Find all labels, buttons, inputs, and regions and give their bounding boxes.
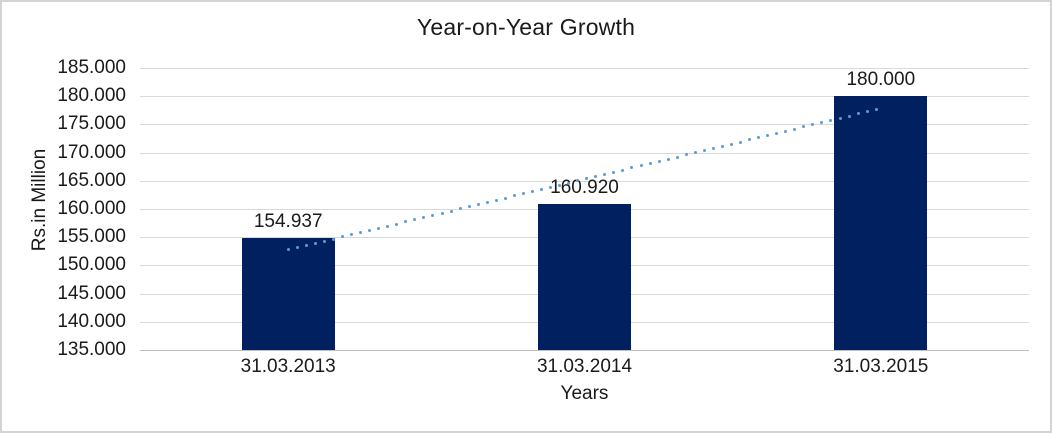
bar — [834, 96, 928, 350]
trendline-dot — [440, 211, 444, 215]
trendline-dot — [739, 140, 742, 144]
trendline-dot — [865, 110, 869, 114]
bar — [241, 237, 335, 350]
trendline-dot — [784, 129, 788, 133]
gridline — [140, 68, 1029, 69]
trendline-dot — [702, 149, 706, 153]
trendline-dot — [630, 166, 634, 170]
trendline-dot — [485, 200, 489, 204]
trendline-dot — [558, 183, 562, 187]
trendline-dot — [386, 224, 390, 228]
trendline-dot — [711, 147, 715, 150]
gridline — [140, 96, 1029, 98]
gridline — [140, 180, 1029, 182]
y-tick-label: 135.000 — [57, 339, 126, 360]
y-tick-label: 175.000 — [57, 113, 126, 135]
trendline-dot — [757, 136, 761, 140]
gridline — [140, 124, 1029, 126]
y-tick-label: 155.000 — [57, 226, 126, 248]
trendline-dot — [503, 196, 507, 200]
trendline-dot — [449, 209, 453, 213]
trendline-dot — [494, 198, 498, 202]
y-tick-label: 150.000 — [57, 254, 126, 276]
x-axis-line — [140, 350, 1029, 351]
trendline-dot — [368, 228, 372, 232]
trendline-dot — [729, 142, 733, 146]
trendline-dot — [657, 159, 661, 163]
trendline-dot — [847, 114, 851, 118]
trendline-dot — [666, 157, 670, 161]
trendline-dot — [431, 213, 435, 217]
trendline-dot — [549, 185, 552, 189]
gridline — [140, 152, 1029, 154]
trendline-dot — [775, 131, 779, 135]
trendline-dot — [359, 231, 362, 235]
x-axis-title: Years — [560, 383, 609, 404]
trendline-dot — [766, 134, 770, 137]
y-tick-label: 180.000 — [57, 85, 126, 107]
trendline-dot — [856, 112, 860, 116]
y-tick-label: 160.000 — [57, 198, 126, 219]
trendline-dot — [576, 179, 580, 183]
trendline-dot — [404, 220, 408, 224]
trendline-dot — [512, 194, 516, 198]
x-tick-label: 31.03.2013 — [240, 356, 336, 377]
trendline-dot — [567, 181, 571, 185]
trendline-dot — [322, 239, 326, 243]
trendline-dot — [313, 241, 317, 245]
trendline-dot — [639, 164, 643, 168]
y-tick-label: 140.000 — [57, 310, 126, 332]
chart-title: Year-on-Year Growth — [416, 14, 636, 40]
trendline-dot — [594, 175, 598, 178]
trendline-dot — [829, 118, 833, 122]
trendline-dot — [530, 190, 534, 194]
trendline-dot — [286, 248, 290, 252]
trendline-dot — [603, 172, 607, 176]
bar — [538, 203, 631, 350]
trendline-dot — [521, 192, 525, 196]
trendline-dot — [675, 155, 679, 159]
trendline-dot — [612, 170, 616, 174]
trendline-dot — [304, 244, 308, 248]
trendline-dot — [720, 144, 724, 148]
x-tick-label: 31.03.2014 — [536, 356, 633, 377]
bar-value-label: 154.937 — [253, 210, 323, 232]
trendline-dot — [802, 125, 806, 129]
trendline-dot — [693, 151, 697, 155]
trendline-dot — [621, 168, 625, 172]
trendline-dot — [295, 246, 299, 250]
trendline-dot — [540, 188, 543, 191]
trendline-dot — [793, 127, 797, 131]
trendline-dot — [350, 233, 353, 237]
trendline-dot — [467, 205, 471, 209]
trendline-dot — [458, 207, 462, 211]
trendline-dot — [820, 121, 824, 125]
trendline-dot — [684, 153, 688, 157]
trendline-dot — [422, 216, 426, 219]
trendline-dot — [811, 123, 815, 127]
trendline-dot — [585, 177, 589, 181]
y-tick-label: 145.000 — [57, 282, 126, 304]
trendline-dot — [395, 222, 399, 226]
trendline-dot — [377, 226, 381, 230]
trendline-dot — [874, 108, 878, 112]
trendline-dot — [340, 235, 344, 239]
bar-value-label: 180.000 — [846, 69, 916, 91]
trendline-dot — [648, 162, 652, 166]
y-tick-label: 165.000 — [57, 169, 126, 191]
trendline-dot — [331, 237, 335, 241]
x-tick-label: 31.03.2015 — [833, 356, 929, 377]
trendline-dot — [413, 218, 417, 222]
trendline-dot — [476, 203, 480, 207]
trendline-dot — [748, 138, 751, 142]
trendline-dot — [838, 116, 842, 120]
y-tick-label: 185.000 — [57, 57, 126, 78]
y-tick-label: 170.000 — [57, 141, 126, 163]
